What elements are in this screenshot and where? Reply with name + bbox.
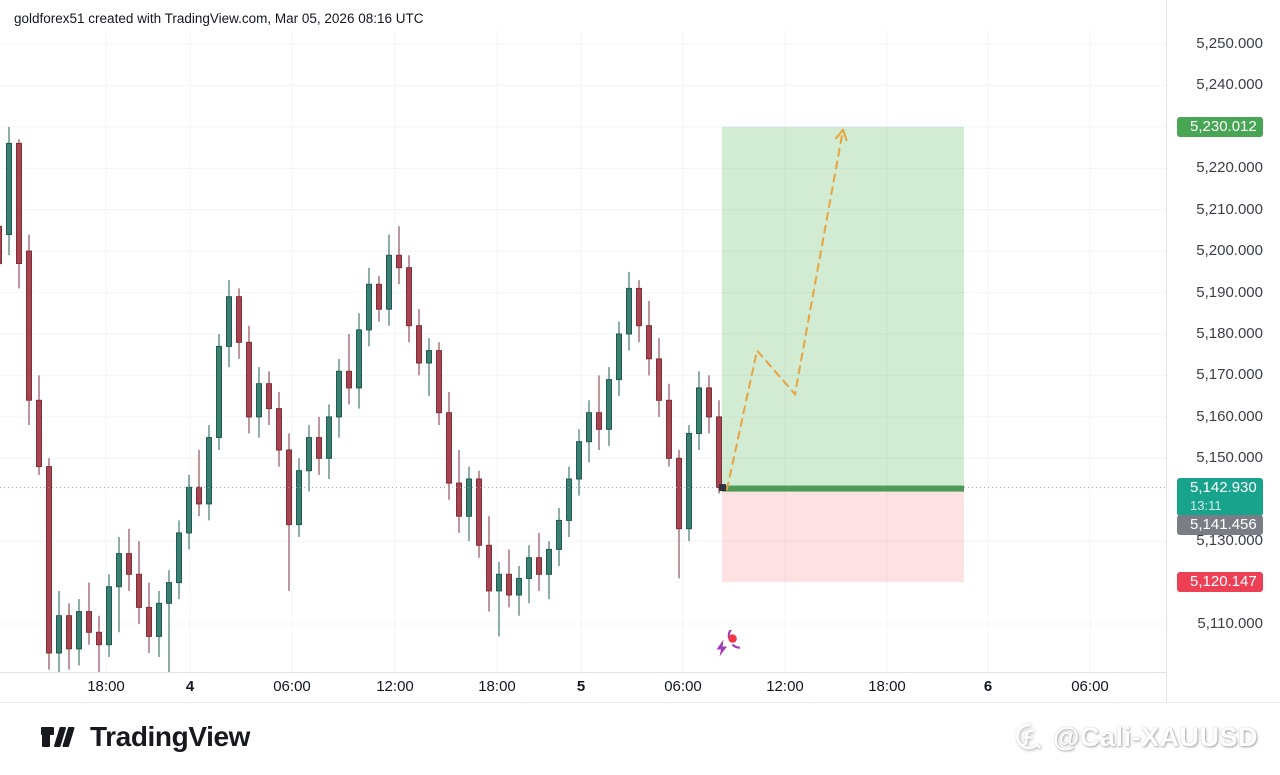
price-tick: 5,170.000 bbox=[1196, 366, 1263, 384]
price-tick: 5,220.000 bbox=[1196, 159, 1263, 177]
footer: TradingView @Cali-XAUUSD bbox=[0, 702, 1280, 775]
price-tick: 5,150.000 bbox=[1196, 449, 1263, 467]
time-tick: 06:00 bbox=[664, 678, 702, 695]
stop-price-label: 5,120.147 bbox=[1177, 571, 1263, 592]
tradingview-logo[interactable]: TradingView bbox=[40, 721, 250, 753]
tradingview-logo-mark bbox=[41, 727, 75, 747]
time-tick: 4 bbox=[185, 678, 195, 695]
price-tick: 5,200.000 bbox=[1196, 242, 1263, 260]
candles bbox=[0, 126, 722, 672]
time-tick: 12:00 bbox=[376, 678, 414, 695]
price-tick: 5,190.000 bbox=[1196, 283, 1263, 301]
loss-zone bbox=[722, 487, 964, 582]
entry-band bbox=[722, 485, 964, 492]
current-price-label: 5,142.930 13:11 bbox=[1177, 477, 1263, 516]
price-tick: 5,210.000 bbox=[1196, 200, 1263, 218]
price-axis[interactable]: 5,250.0005,240.0005,230.0005,220.0005,21… bbox=[1166, 0, 1280, 702]
watermark: @Cali-XAUUSD bbox=[1013, 721, 1258, 753]
chat-bubble-icon bbox=[1016, 723, 1041, 750]
watermark-text: @Cali-XAUUSD bbox=[1053, 721, 1258, 752]
lightning-alert-icon[interactable] bbox=[704, 623, 753, 666]
time-tick: 18:00 bbox=[478, 678, 516, 695]
secondary-price-label: 5,141.456 bbox=[1177, 515, 1263, 535]
price-tick: 5,130.000 bbox=[1196, 532, 1263, 550]
brand-name: TradingView bbox=[90, 721, 251, 752]
lightning-bolt-icon bbox=[716, 639, 727, 657]
time-tick: 06:00 bbox=[273, 678, 311, 695]
price-tick: 5,240.000 bbox=[1196, 76, 1263, 94]
price-tick: 5,160.000 bbox=[1196, 407, 1263, 425]
time-tick: 18:00 bbox=[87, 678, 125, 695]
time-tick: 12:00 bbox=[766, 678, 804, 695]
projection-arrow bbox=[726, 128, 844, 491]
time-axis[interactable]: 18:00 4 06:00 12:00 18:00 5 06:00 12:00 18:00 6 06… bbox=[0, 672, 1166, 703]
entry-handle bbox=[719, 484, 726, 492]
target-price-label: 5,230.012 bbox=[1177, 116, 1263, 137]
time-tick: 18:00 bbox=[868, 678, 906, 695]
time-tick: 6 bbox=[983, 678, 993, 695]
time-tick: 5 bbox=[576, 678, 586, 695]
countdown: 13:11 bbox=[1190, 497, 1222, 513]
profit-zone bbox=[722, 126, 964, 488]
price-tick: 5,180.000 bbox=[1196, 325, 1263, 342]
notification-dot bbox=[728, 634, 737, 643]
price-tick: 5,250.000 bbox=[1196, 35, 1263, 52]
long-position-tool bbox=[719, 126, 964, 582]
candlestick-chart[interactable] bbox=[0, 0, 1166, 672]
chart-attribution: goldforex51 created with TradingView.com… bbox=[14, 11, 424, 26]
time-tick: 06:00 bbox=[1071, 678, 1109, 695]
price-tick: 5,110.000 bbox=[1197, 615, 1263, 632]
